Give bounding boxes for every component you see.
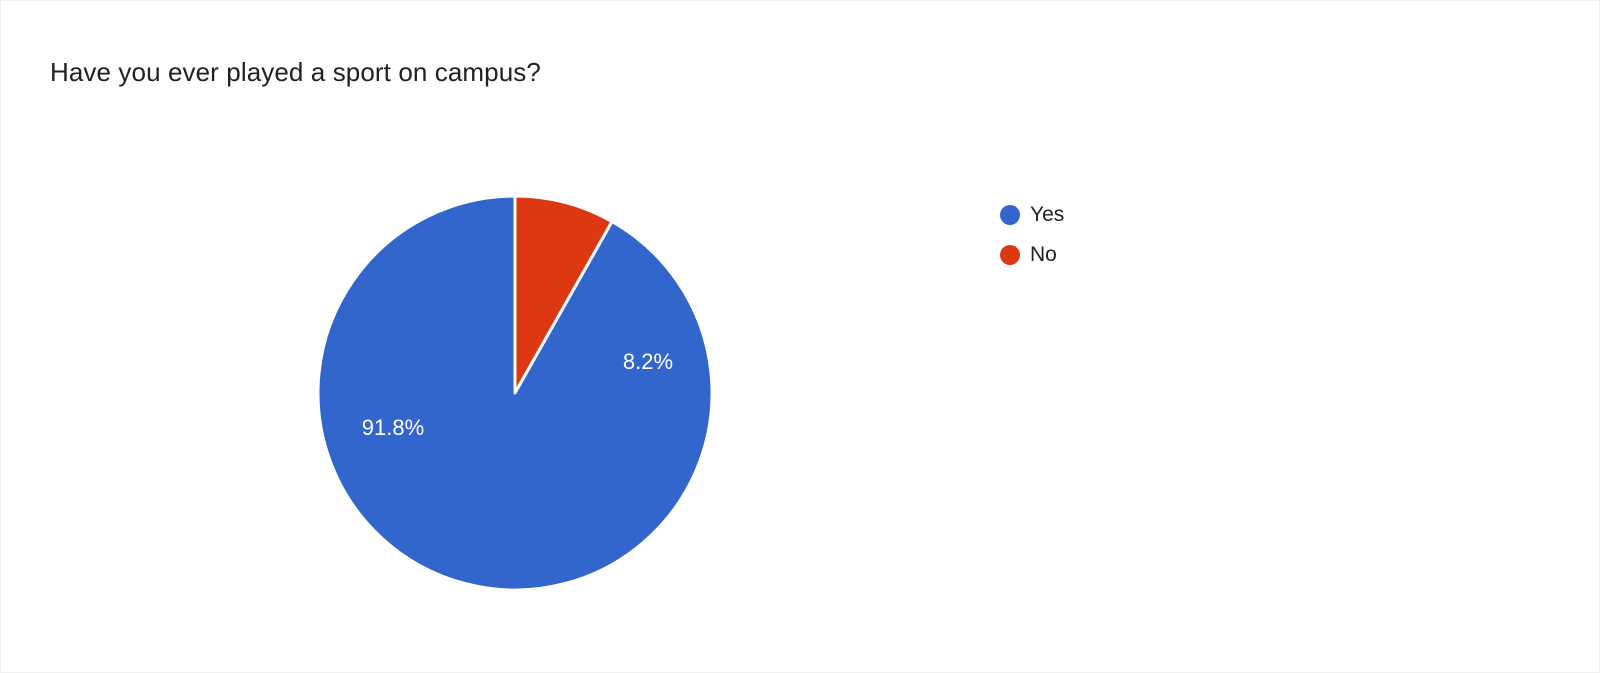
pie-slice-yes[interactable] [316, 194, 714, 592]
legend-swatch-yes-icon [1000, 205, 1020, 225]
legend-swatch-no-icon [1000, 245, 1020, 265]
pie-slice-no[interactable] [513, 194, 614, 395]
legend-label-no: No [1030, 243, 1057, 266]
legend-item-yes[interactable]: Yes [1000, 200, 1300, 240]
legend-label-yes: Yes [1030, 203, 1065, 226]
chart-title: Have you ever played a sport on campus? [50, 57, 541, 87]
slice-data-label-yes: 91.8% [362, 415, 424, 440]
chart-legend: Yes No [1000, 200, 1300, 280]
pie-plot-area: 91.8% 8.2% [316, 194, 714, 592]
legend-item-no[interactable]: No [1000, 240, 1300, 280]
pie-chart-graphic: 91.8% 8.2% [316, 194, 714, 592]
slice-data-label-no: 8.2% [623, 349, 673, 374]
